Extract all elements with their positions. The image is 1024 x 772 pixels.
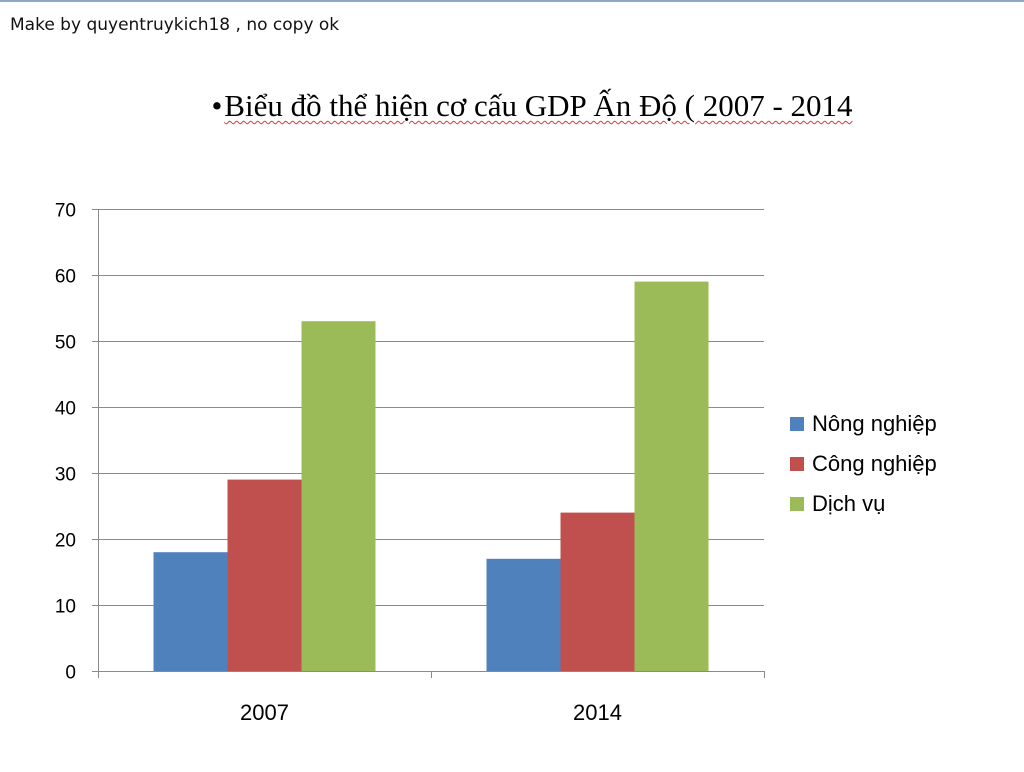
bar-dịch-vụ-2007 [301,321,376,671]
y-tick-label: 60 [55,267,76,288]
bar-dịch-vụ-2014 [634,281,709,671]
bar-công-nghiệp-2007 [227,479,302,671]
legend-label: Nông nghiệp [812,411,937,436]
legend-label: Công nghiệp [812,451,937,476]
y-tick-label: 70 [55,201,76,222]
y-tick-label: 10 [55,597,76,618]
x-tick-label: 2007 [240,700,289,725]
watermark-text: Make by quyentruykich18 , no copy ok [10,15,340,35]
y-tick-label: 30 [55,465,76,486]
bar-nông-nghiệp-2014 [486,558,561,671]
chart-title: •Biểu đồ thể hiện cơ cấu GDP Ấn Độ ( 200… [0,88,1024,124]
axes [92,209,765,678]
legend-item: Công nghiệp [790,444,937,484]
legend-item: Nông nghiệp [790,404,937,444]
x-tick-labels: 2007 2014 [240,700,622,725]
y-tick-label: 40 [55,399,76,420]
x-tick-label: 2014 [573,700,622,725]
bar-công-nghiệp-2014 [560,512,635,671]
legend-swatch [790,417,804,431]
y-tick-label: 50 [55,333,76,354]
bar-nông-nghiệp-2007 [153,552,228,671]
bars [153,281,709,671]
y-tick-label: 0 [65,663,76,684]
legend-swatch [790,457,804,471]
title-bullet: • [211,88,223,123]
y-tick-label: 20 [55,531,76,552]
chart-legend: Nông nghiệp Công nghiệp Dịch vụ [790,404,937,524]
legend-swatch [790,497,804,511]
y-tick-labels: 0 10 20 30 40 50 60 70 [55,201,76,684]
top-border-line [0,0,1024,2]
chart-title-text: Biểu đồ thể hiện cơ cấu GDP Ấn Độ ( 2007… [224,88,853,123]
legend-item: Dịch vụ [790,484,937,524]
legend-label: Dịch vụ [812,491,886,516]
